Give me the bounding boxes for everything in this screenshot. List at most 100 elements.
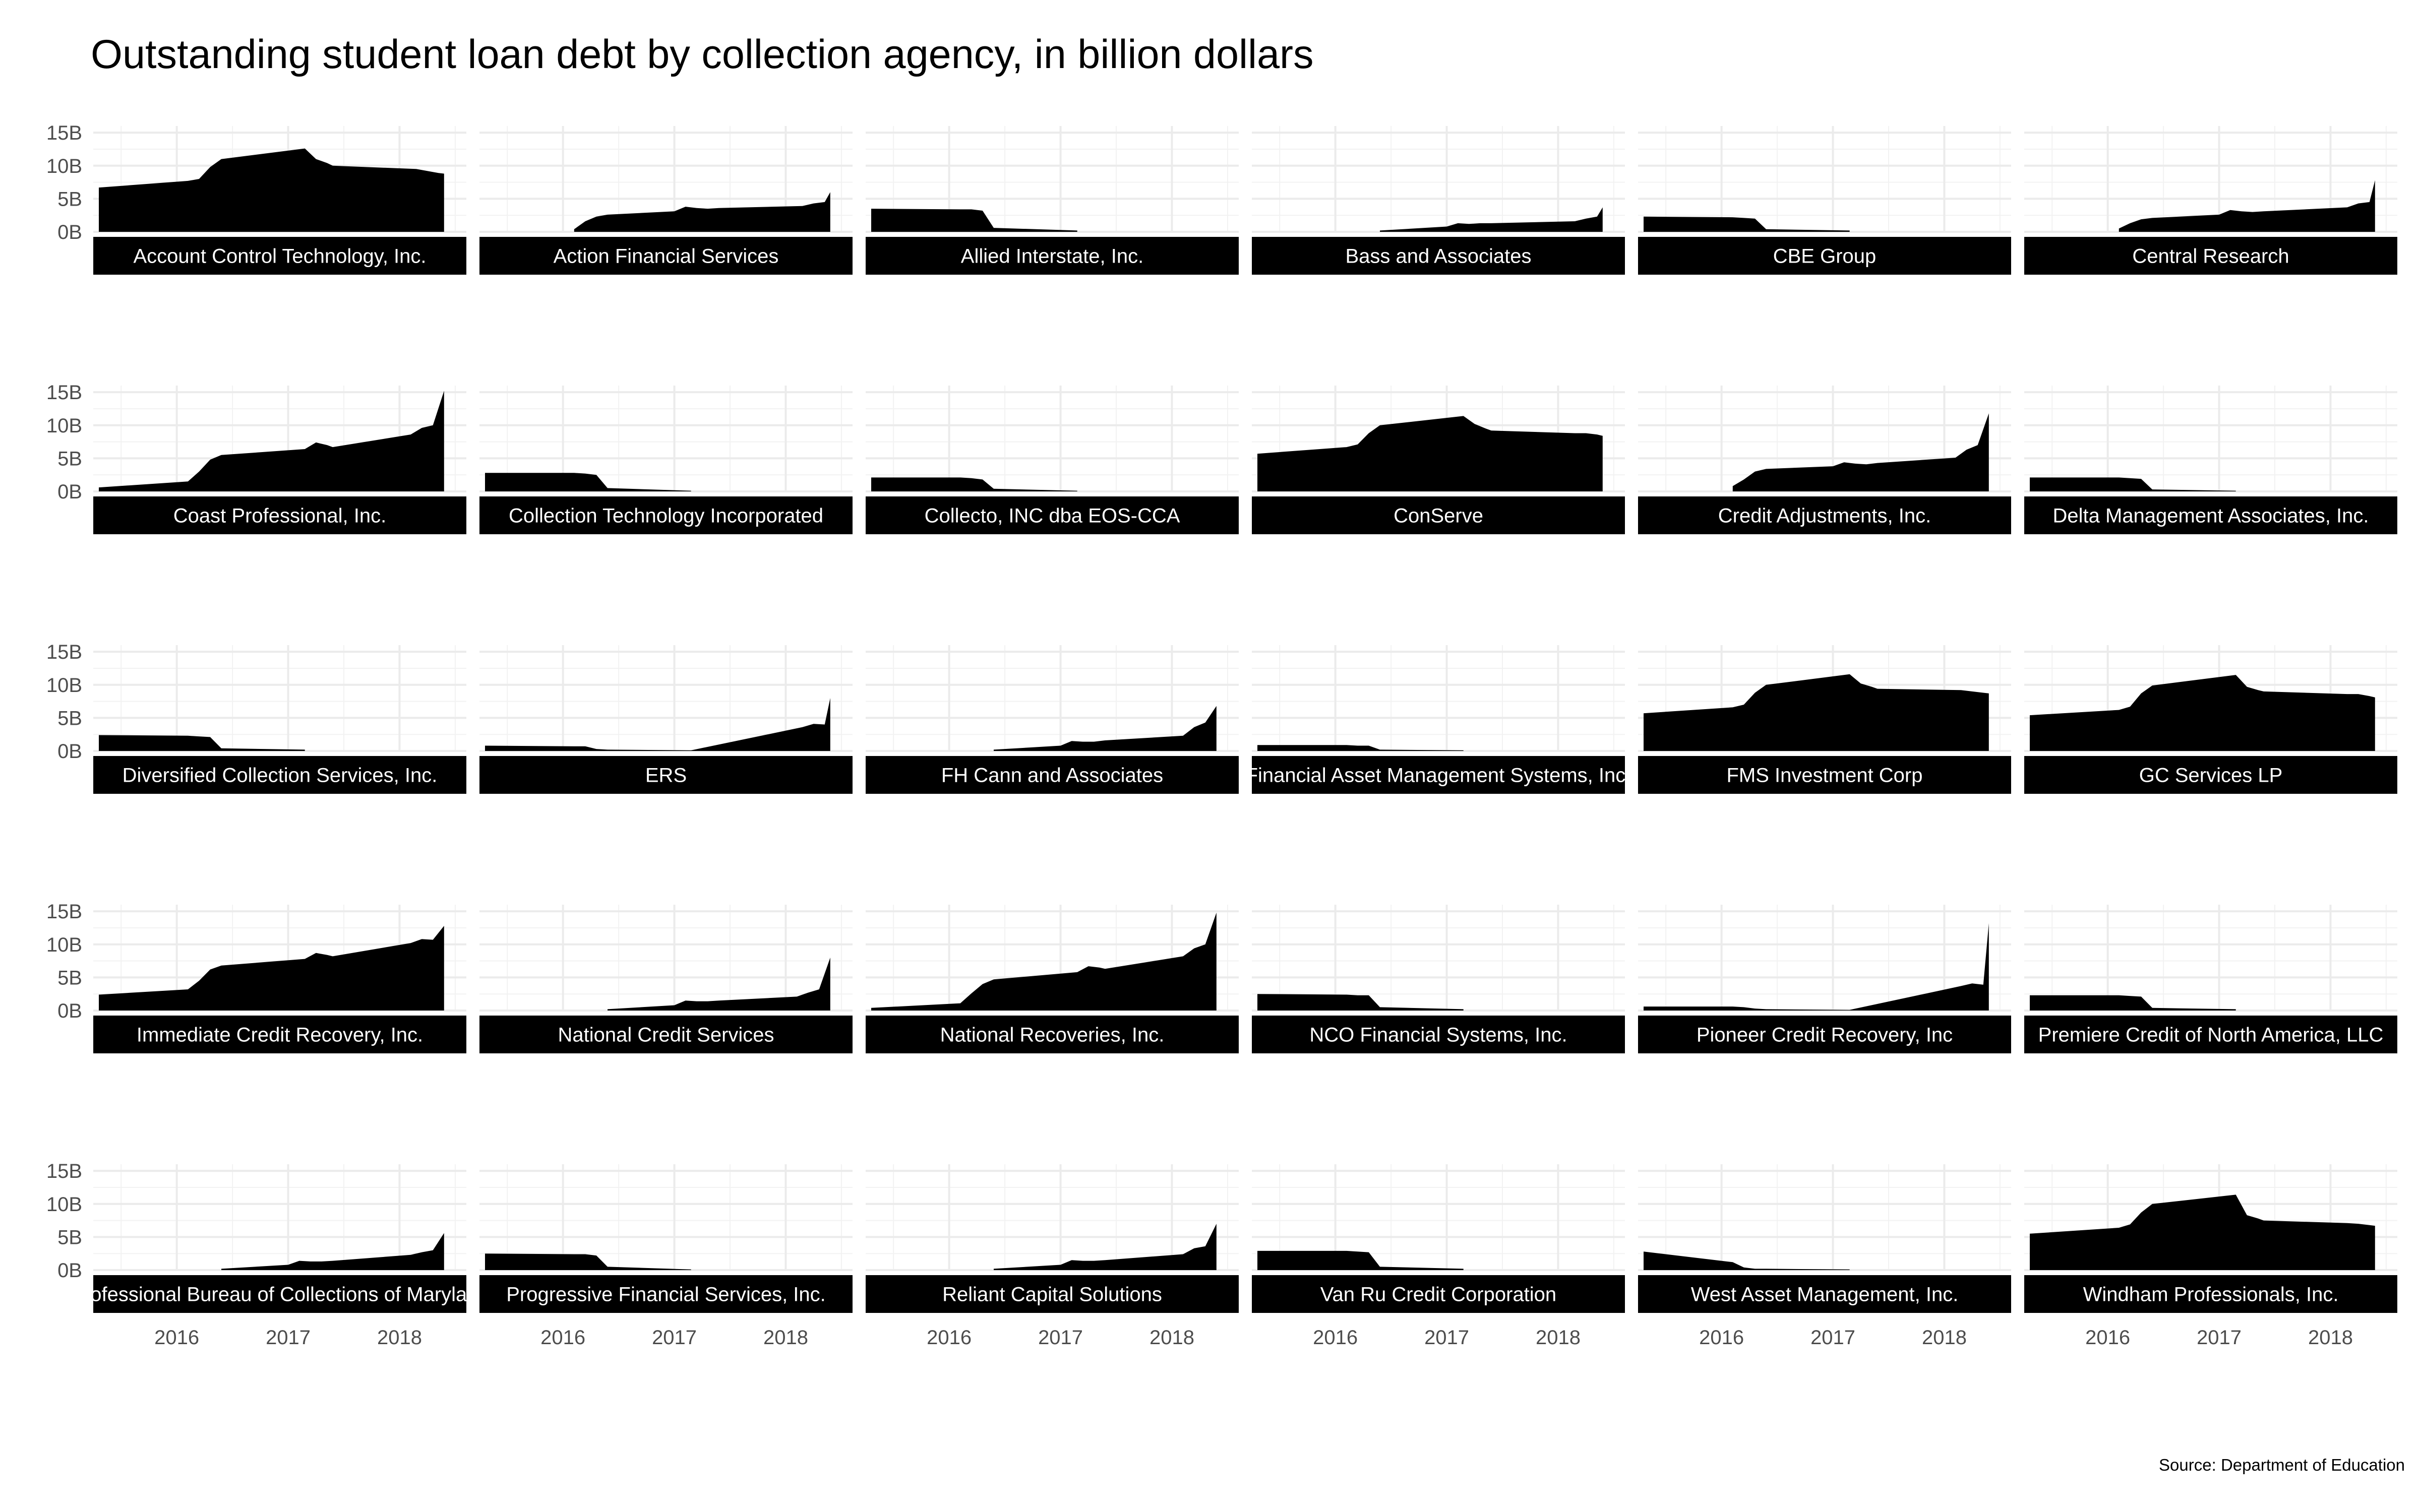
y-tick-label: 5B: [57, 188, 82, 210]
area-series: [485, 698, 830, 751]
facet-strip-label: Delta Management Associates, Inc.: [2053, 505, 2369, 527]
facet-strip: [479, 1016, 853, 1053]
facet-strip: [866, 1275, 1239, 1313]
facet-strip: [1252, 237, 1625, 275]
facet-strip: [1638, 237, 2011, 275]
y-tick-label: 0B: [57, 1000, 82, 1022]
facet-panel: NCO Financial Systems, Inc.: [1252, 905, 1625, 1053]
facet-panel: Credit Adjustments, Inc.: [1638, 386, 2011, 534]
y-tick-label: 10B: [46, 415, 82, 437]
facet-panel: Coast Professional, Inc. 0B 5B 10B 15B: [46, 382, 466, 534]
y-tick-label: 0B: [57, 221, 82, 243]
chart-title: Outstanding student loan debt by collect…: [91, 32, 1314, 77]
x-tick-label: 2018: [1150, 1327, 1194, 1349]
facet-strip-label: Financial Asset Management Systems, Inc.: [1246, 765, 1631, 787]
facet-strip: [1638, 756, 2011, 794]
facet-panel: Financial Asset Management Systems, Inc.: [1246, 645, 1631, 794]
area-series: [1644, 216, 1850, 232]
x-tick-label: 2017: [2197, 1327, 2242, 1349]
facet-strip: [866, 1016, 1239, 1053]
facet-strip: [93, 1275, 466, 1313]
facet-strip: [2024, 237, 2397, 275]
x-tick-label: 2016: [1313, 1327, 1358, 1349]
facet-strip: [1638, 1016, 2011, 1053]
facet-panel: Reliant Capital Solutions 2016 2017 2018: [866, 1164, 1239, 1349]
area-series: [99, 735, 305, 751]
y-tick-label: 10B: [46, 934, 82, 956]
area-series: [2030, 477, 2236, 491]
facet-strip: [866, 756, 1239, 794]
y-tick-label: 5B: [57, 967, 82, 989]
facet-panel: CBE Group: [1638, 126, 2011, 275]
facet-strip-label: Bass and Associates: [1345, 245, 1531, 268]
facet-panel: Allied Interstate, Inc.: [866, 126, 1239, 275]
x-tick-label: 2016: [154, 1327, 199, 1349]
facet-strip: [479, 756, 853, 794]
facet-strip: [2024, 1016, 2397, 1053]
y-tick-label: 10B: [46, 1193, 82, 1216]
y-tick-label: 5B: [57, 1226, 82, 1248]
facet-strip: [93, 496, 466, 534]
facet-panel: Immediate Credit Recovery, Inc. 0B 5B 10B 15…: [46, 901, 466, 1053]
area-series: [1732, 413, 1989, 491]
facet-panel: GC Services LP: [2024, 645, 2397, 794]
facet-strip: [1252, 496, 1625, 534]
area-series: [2030, 1194, 2375, 1270]
y-tick-label: 5B: [57, 707, 82, 729]
x-tick-label: 2018: [1536, 1327, 1581, 1349]
facet-panel: Collection Technology Incorporated: [479, 386, 853, 534]
area-series: [994, 1224, 1217, 1270]
area-series: [2030, 995, 2236, 1011]
facet-panel: Bass and Associates: [1252, 126, 1625, 275]
facet-strip-label: Credit Adjustments, Inc.: [1718, 505, 1931, 527]
x-tick-label: 2016: [2085, 1327, 2130, 1349]
facet-panel: ConServe: [1252, 386, 1625, 534]
facet-panel: Account Control Technology, Inc. 0B 5B 10B 1…: [46, 122, 466, 275]
area-series: [485, 1253, 691, 1270]
area-series: [871, 477, 1077, 491]
facet-strip-label: ERS: [645, 765, 687, 787]
facet-panel: ERS: [479, 645, 853, 794]
area-series: [1380, 207, 1603, 232]
facet-strip-label: West Asset Management, Inc.: [1691, 1284, 1959, 1306]
facet-strip-label: Pioneer Credit Recovery, Inc: [1697, 1024, 1953, 1046]
area-series: [1257, 1250, 1464, 1270]
facet-panel: Diversified Collection Services, Inc. 0B 5…: [46, 641, 466, 794]
facet-strip-label: Action Financial Services: [554, 245, 779, 268]
source-caption: Source: Department of Education: [2159, 1456, 2405, 1474]
facet-strip-label: FMS Investment Corp: [1726, 765, 1922, 787]
facet-strip-label: Diversified Collection Services, Inc.: [123, 765, 438, 787]
facet-panel: FMS Investment Corp: [1638, 645, 2011, 794]
facet-strip-label: Progressive Financial Services, Inc.: [506, 1284, 826, 1306]
facet-strip: [93, 1016, 466, 1053]
facet-strip: [866, 496, 1239, 534]
facet-strip-label: Account Control Technology, Inc.: [133, 245, 426, 268]
x-tick-label: 2016: [540, 1327, 585, 1349]
area-series: [485, 473, 691, 491]
x-tick-label: 2016: [927, 1327, 972, 1349]
x-tick-label: 2017: [652, 1327, 697, 1349]
facet-strip-label: FH Cann and Associates: [941, 765, 1163, 787]
facet-panel: Collecto, INC dba EOS-CCA: [866, 386, 1239, 534]
x-tick-label: 2018: [377, 1327, 422, 1349]
facet-strip: [2024, 496, 2397, 534]
area-series: [99, 926, 444, 1011]
area-series: [1257, 416, 1603, 491]
facet-strip: [2024, 1275, 2397, 1313]
facet-strip: [1638, 496, 2011, 534]
facet-strip-label: Professional Bureau of Collections of Ma…: [70, 1284, 490, 1306]
facet-panel: National Recoveries, Inc.: [866, 905, 1239, 1053]
y-tick-label: 0B: [57, 740, 82, 763]
y-tick-label: 0B: [57, 1259, 82, 1282]
y-tick-label: 5B: [57, 448, 82, 470]
facet-panel: Action Financial Services: [479, 126, 853, 275]
facet-panel: Pioneer Credit Recovery, Inc: [1638, 905, 2011, 1053]
facet-panel: West Asset Management, Inc. 2016 2017 2018: [1638, 1164, 2011, 1349]
facet-panel: Premiere Credit of North America, LLC: [2024, 905, 2397, 1053]
area-series: [2030, 675, 2375, 751]
area-series: [2119, 180, 2375, 232]
y-tick-label: 0B: [57, 481, 82, 503]
y-tick-label: 15B: [46, 382, 82, 404]
x-tick-label: 2017: [1810, 1327, 1855, 1349]
area-series: [1257, 745, 1464, 751]
